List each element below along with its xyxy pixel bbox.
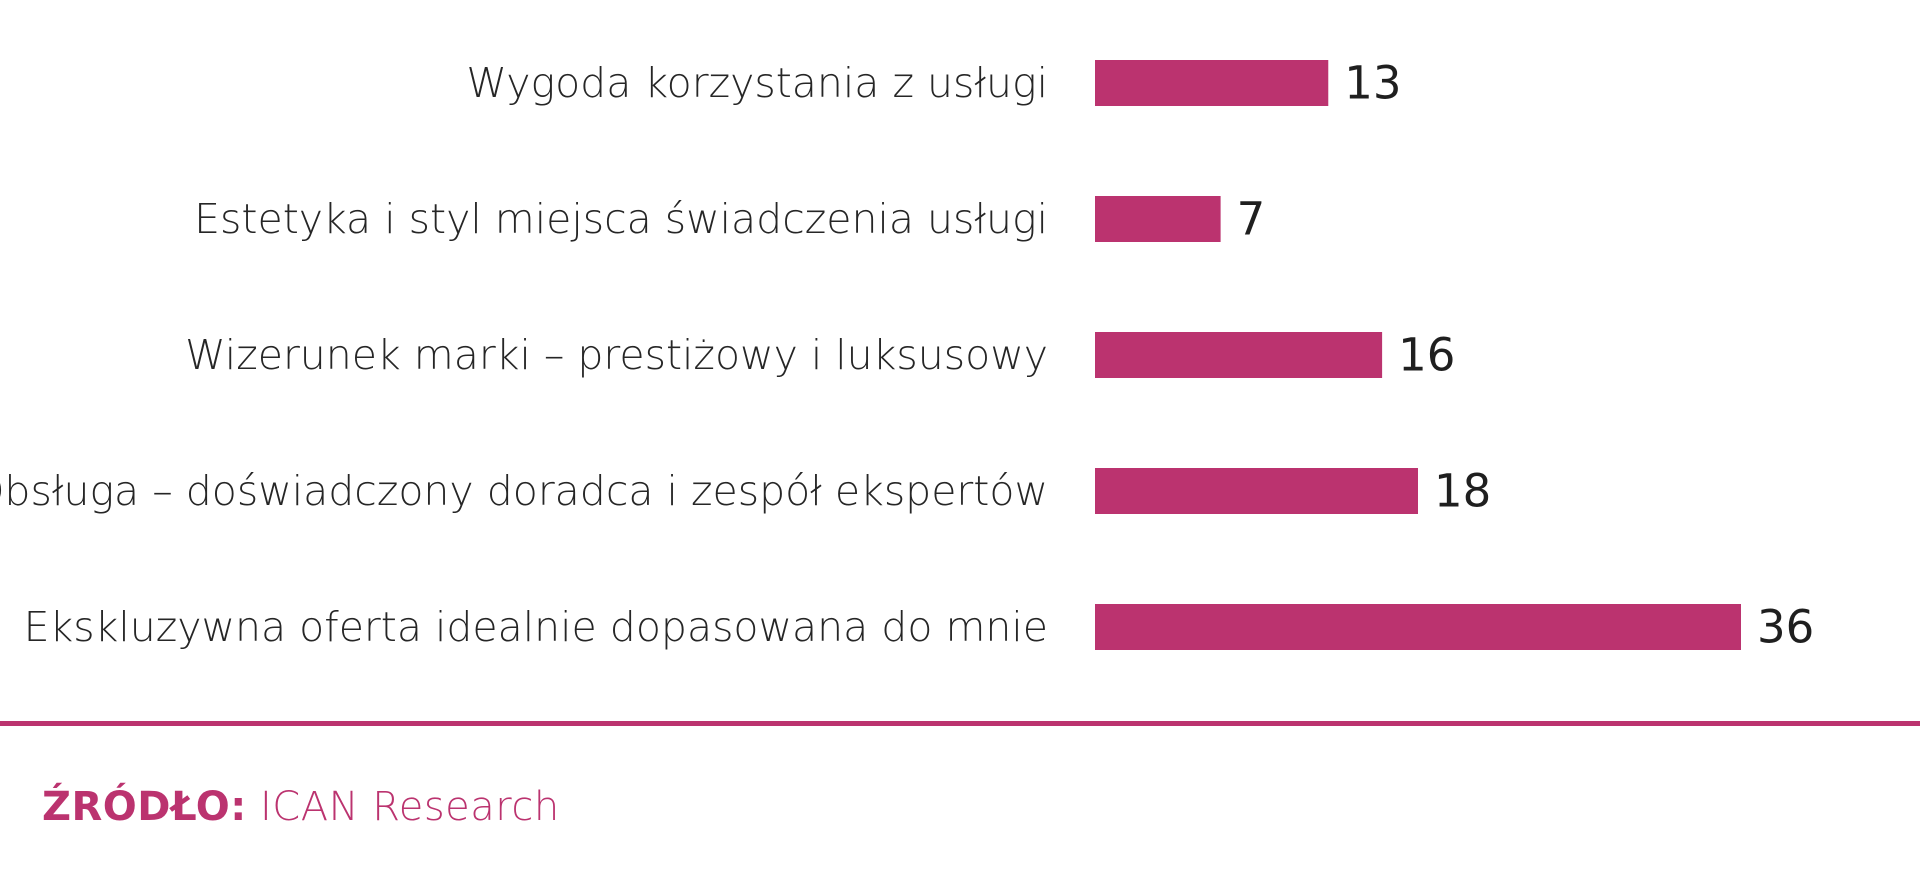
- chart: Wygoda korzystania z usługi 13 Estetyka i …: [0, 57, 1814, 654]
- category-label: Obsługa – doświadczony doradca i zespół …: [0, 467, 1048, 515]
- value-label: 13: [1344, 57, 1401, 110]
- bar: [1095, 604, 1741, 650]
- source-text: ICAN Research: [260, 784, 560, 830]
- bar: [1095, 468, 1418, 514]
- value-label: 16: [1398, 329, 1455, 382]
- bar: [1095, 196, 1221, 242]
- category-label: Estetyka i styl miejsca świadczenia usłu…: [194, 195, 1048, 243]
- source-note: ŹRÓDŁO: ICAN Research: [42, 784, 560, 830]
- bar: [1095, 60, 1329, 106]
- category-label: Wygoda korzystania z usługi: [466, 59, 1048, 107]
- category-label: Ekskluzywna oferta idealnie dopasowana d…: [24, 603, 1048, 651]
- value-label: 36: [1757, 601, 1814, 654]
- value-label: 7: [1237, 193, 1266, 246]
- category-label: Wizerunek marki – prestiżowy i luksusowy: [185, 331, 1048, 379]
- bar: [1095, 332, 1383, 378]
- value-label: 18: [1434, 465, 1491, 518]
- source-prefix: ŹRÓDŁO:: [42, 784, 247, 830]
- bar-chart-svg: Wygoda korzystania z usługi 13 Estetyka i …: [0, 57, 1814, 654]
- divider-line: [0, 721, 1920, 726]
